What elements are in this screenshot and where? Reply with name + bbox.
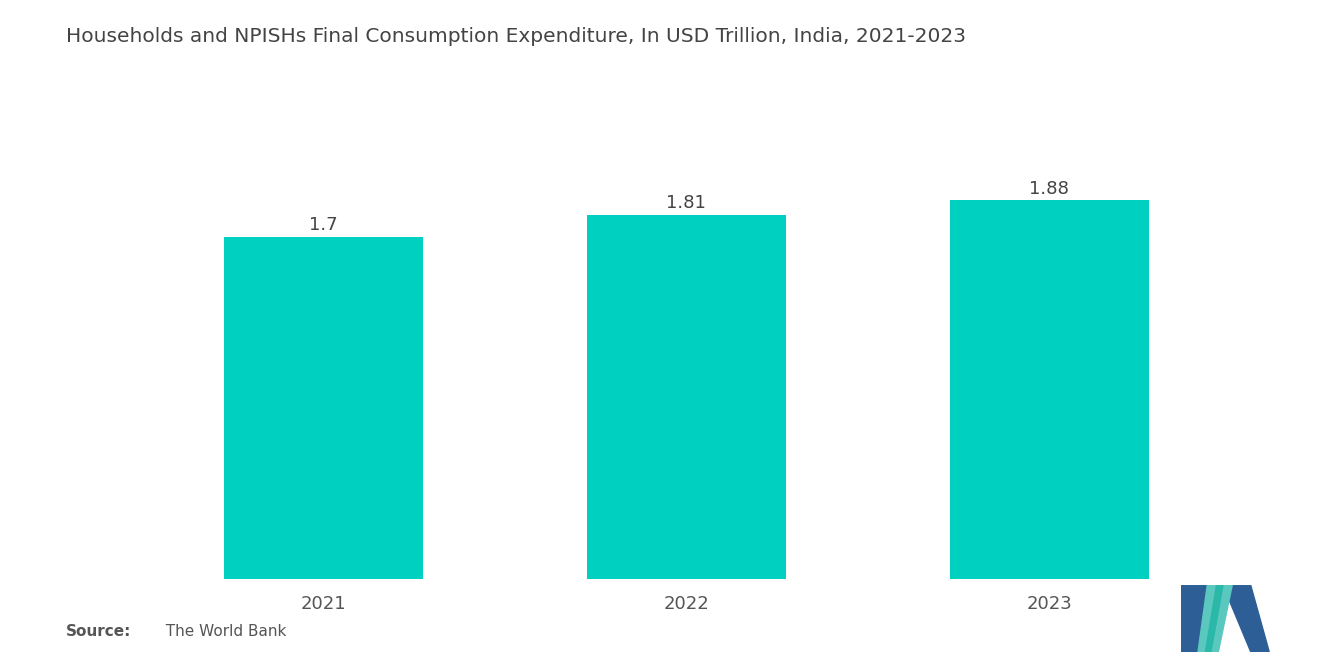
Bar — [223, 237, 424, 579]
Polygon shape — [1222, 585, 1270, 652]
Polygon shape — [1199, 585, 1217, 652]
Polygon shape — [1210, 585, 1233, 652]
Polygon shape — [1181, 585, 1210, 652]
Bar — [586, 215, 787, 579]
Text: The World Bank: The World Bank — [156, 624, 286, 639]
Text: 1.88: 1.88 — [1030, 180, 1069, 198]
Text: 1.7: 1.7 — [309, 216, 338, 234]
Text: Households and NPISHs Final Consumption Expenditure, In USD Trillion, India, 202: Households and NPISHs Final Consumption … — [66, 27, 966, 46]
Text: 1.81: 1.81 — [667, 194, 706, 212]
Text: Source:: Source: — [66, 624, 132, 639]
Bar — [949, 200, 1150, 579]
Polygon shape — [1205, 585, 1222, 652]
